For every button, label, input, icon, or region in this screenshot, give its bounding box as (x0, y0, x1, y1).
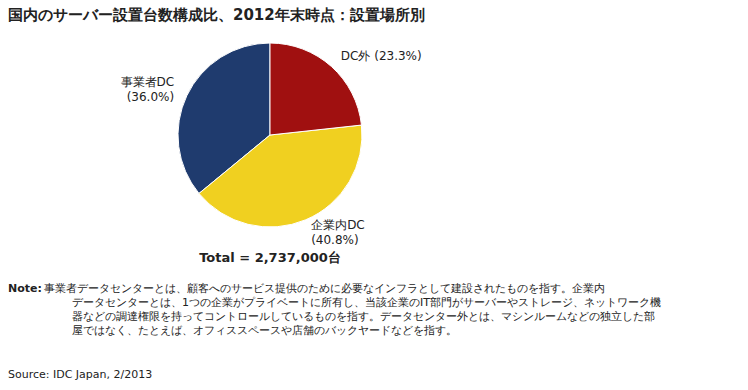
total-label: Total = 2,737,000台 (199, 250, 341, 265)
slice-label: DC外 (23.3%) (341, 49, 422, 63)
source: Source: IDC Japan, 2/2013 (8, 368, 152, 381)
pie-slice (199, 125, 362, 227)
note-text: 事業者データセンターとは、顧客へのサービス提供のために必要なインフラとして建設さ… (44, 282, 661, 337)
chart: 国内のサーバー設置台数構成比、2012年末時点：設置場所別事業者DC(36.0%… (0, 0, 748, 390)
note-label: Note: (8, 282, 46, 295)
pie (178, 43, 362, 227)
title: 国内のサーバー設置台数構成比、2012年末時点：設置場所別 (8, 6, 425, 24)
slice-label: 事業者DC(36.0%) (121, 75, 175, 104)
slice-label: 企業内DC(40.8%) (311, 218, 365, 247)
